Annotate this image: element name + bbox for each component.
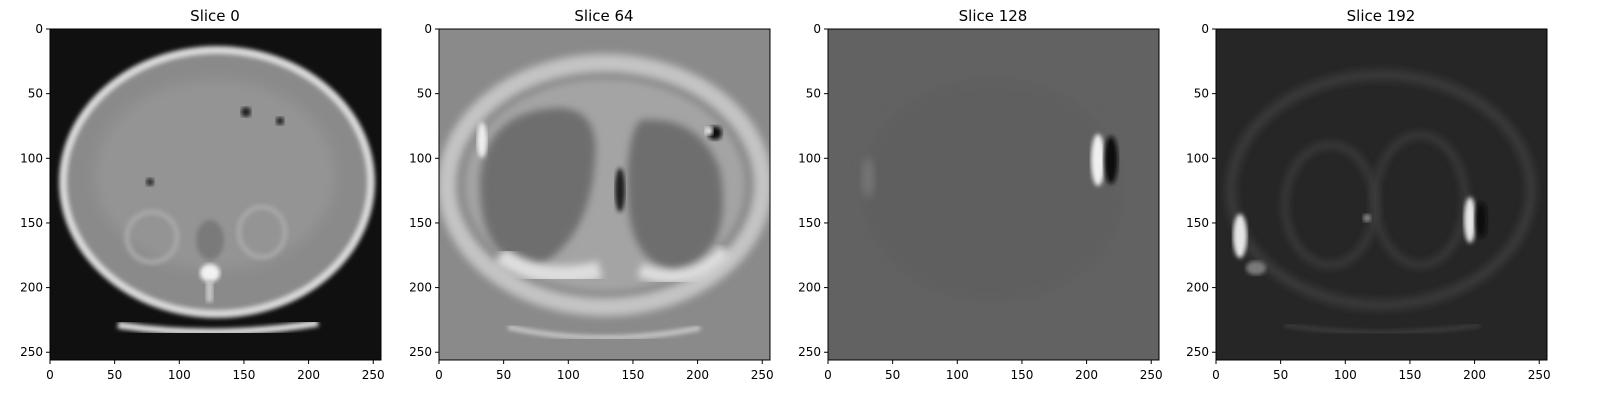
y-tick-label: 150: [798, 216, 821, 230]
y-tick-label: 100: [20, 151, 43, 165]
panel-1: Slice 64 0 50 100 150 20: [409, 7, 774, 382]
y-tick-label: 0: [813, 22, 821, 36]
panel-2-frame: [827, 28, 1160, 361]
panel-2-title: Slice 128: [959, 7, 1028, 25]
panel-0: Slice 0 0 50: [20, 7, 385, 382]
x-tick-label: 0: [824, 368, 832, 382]
panel-1-image: [439, 29, 770, 360]
y-tick-label: 200: [798, 281, 821, 295]
x-tick-label: 150: [232, 368, 255, 382]
x-tick-label: 0: [46, 368, 54, 382]
y-tick-label: 200: [20, 281, 43, 295]
x-tick-label: 100: [557, 368, 580, 382]
y-tick-label: 50: [1194, 87, 1209, 101]
x-tick-label: 50: [885, 368, 900, 382]
x-tick-label: 100: [168, 368, 191, 382]
y-tick-label: 200: [1186, 281, 1209, 295]
x-tick-label: 250: [751, 368, 774, 382]
panel-0-frame: [49, 28, 382, 361]
panel-1-title: Slice 64: [574, 7, 633, 25]
x-tick-label: 50: [107, 368, 122, 382]
panel-2: Slice 128 0 50 100 150 200 250 0 50 100 150 200 25…: [798, 7, 1163, 382]
panel-3-frame: [1215, 28, 1548, 361]
y-tick-label: 100: [1186, 151, 1209, 165]
y-tick-label: 0: [35, 22, 43, 36]
panel-0-image: [50, 29, 381, 360]
y-tick-label: 250: [409, 345, 432, 359]
x-tick-label: 250: [1140, 368, 1163, 382]
x-tick-label: 100: [946, 368, 969, 382]
x-tick-label: 200: [1075, 368, 1098, 382]
y-tick-label: 100: [409, 151, 432, 165]
x-tick-label: 200: [297, 368, 320, 382]
x-tick-label: 200: [1463, 368, 1486, 382]
x-tick-label: 250: [362, 368, 385, 382]
x-tick-label: 150: [1398, 368, 1421, 382]
y-tick-label: 250: [20, 345, 43, 359]
x-tick-label: 250: [1528, 368, 1551, 382]
x-tick-label: 200: [686, 368, 709, 382]
y-tick-label: 100: [798, 151, 821, 165]
x-tick-label: 150: [1010, 368, 1033, 382]
y-tick-label: 150: [409, 216, 432, 230]
y-tick-label: 250: [798, 345, 821, 359]
y-tick-label: 50: [28, 87, 43, 101]
y-tick-label: 50: [806, 87, 821, 101]
x-tick-label: 0: [435, 368, 443, 382]
x-tick-label: 0: [1212, 368, 1220, 382]
x-tick-label: 100: [1334, 368, 1357, 382]
panel-0-title: Slice 0: [190, 7, 240, 25]
panel-3-image: [1216, 29, 1547, 360]
y-tick-label: 0: [424, 22, 432, 36]
x-tick-label: 150: [621, 368, 644, 382]
y-tick-label: 150: [1186, 216, 1209, 230]
panel-3: Slice 192 0 50 100 150 200 250 0 50 100 150 200 25…: [1186, 7, 1551, 382]
panel-1-frame: [438, 28, 771, 361]
y-tick-label: 200: [409, 281, 432, 295]
x-tick-label: 50: [496, 368, 511, 382]
panel-2-image: [828, 29, 1159, 360]
panel-3-title: Slice 192: [1347, 7, 1416, 25]
x-tick-label: 50: [1273, 368, 1288, 382]
y-tick-label: 0: [1201, 22, 1209, 36]
y-tick-label: 250: [1186, 345, 1209, 359]
y-tick-label: 150: [20, 216, 43, 230]
y-tick-label: 50: [417, 87, 432, 101]
